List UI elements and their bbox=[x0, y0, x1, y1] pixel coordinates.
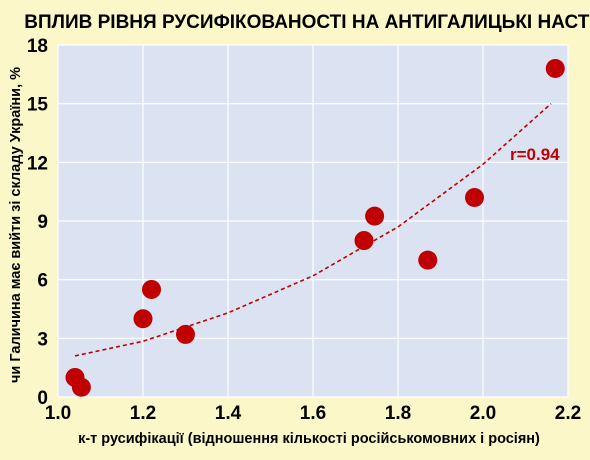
grid-lines bbox=[57, 44, 569, 398]
chart-title: ВПЛИВ РІВНЯ РУСИФІКОВАНОСТІ НА АНТИГАЛИЦ… bbox=[24, 12, 590, 33]
y-tick-label: 3 bbox=[37, 329, 48, 350]
x-tick-label: 1.2 bbox=[130, 403, 156, 424]
data-point bbox=[365, 206, 385, 226]
trendline bbox=[74, 103, 552, 357]
y-axis-label: чи Галичина має вийти зі складу України,… bbox=[8, 67, 24, 383]
data-point bbox=[176, 324, 195, 344]
x-tick-label: 1.8 bbox=[385, 403, 411, 424]
y-tick-label: 12 bbox=[27, 153, 48, 174]
x-tick-label: 2.0 bbox=[470, 403, 496, 424]
data-point bbox=[133, 309, 153, 329]
y-tick-label: 9 bbox=[37, 212, 48, 233]
x-tick-label: 1.4 bbox=[215, 403, 242, 424]
data-point bbox=[71, 377, 91, 397]
data-point bbox=[354, 231, 374, 251]
data-points bbox=[65, 58, 565, 397]
data-point bbox=[418, 250, 438, 270]
x-axis-label: к-т русифікації (відношення кількості ро… bbox=[78, 431, 540, 447]
x-tick-label: 2.2 bbox=[555, 403, 581, 424]
y-tick-label: 15 bbox=[27, 95, 49, 116]
data-point bbox=[465, 188, 484, 208]
y-tick-labels: 0 3 6 9 12 15 18 bbox=[27, 36, 49, 409]
y-tick-label: 0 bbox=[37, 388, 48, 409]
data-point bbox=[545, 58, 565, 78]
y-tick-label: 6 bbox=[37, 271, 48, 292]
x-tick-label: 1.0 bbox=[45, 403, 71, 424]
y-tick-label: 18 bbox=[27, 36, 48, 57]
x-tick-label: 1.6 bbox=[300, 403, 326, 424]
data-point bbox=[142, 279, 161, 299]
x-tick-labels: 1.0 1.2 1.4 1.6 1.8 2.0 2.2 bbox=[45, 403, 581, 424]
correlation-annotation: r=0.94 bbox=[510, 145, 560, 164]
